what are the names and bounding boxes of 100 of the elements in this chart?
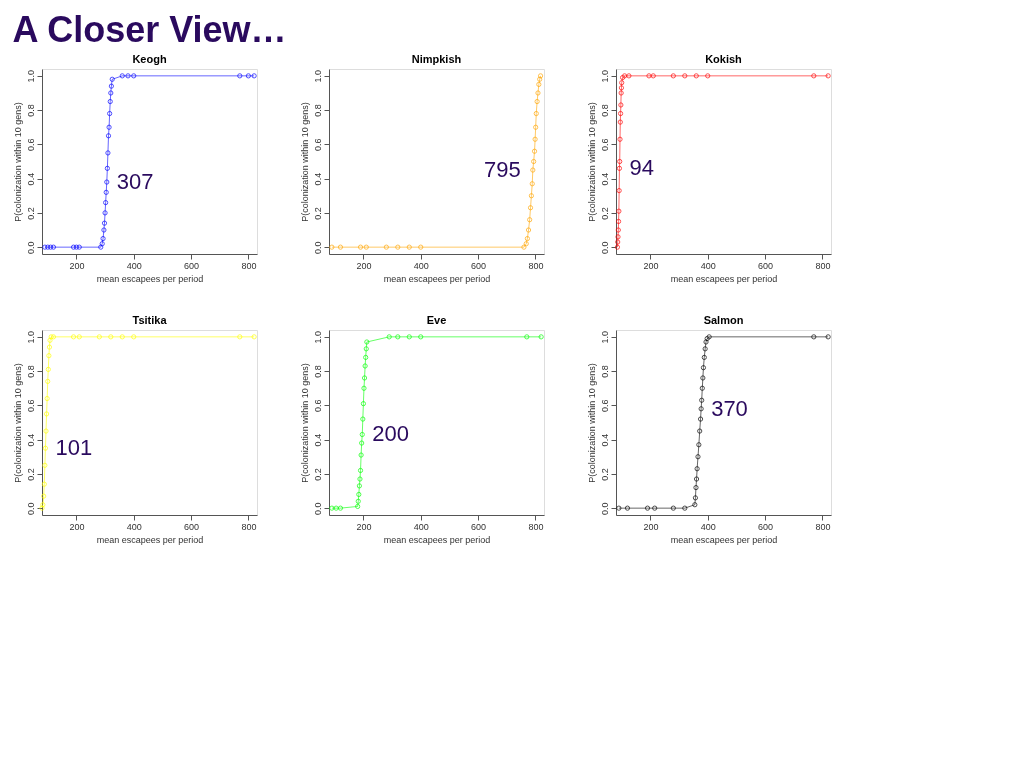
point bbox=[106, 124, 112, 130]
point bbox=[615, 234, 621, 240]
point bbox=[43, 411, 50, 417]
point bbox=[395, 334, 401, 340]
point bbox=[108, 90, 114, 96]
y-tick-label: 1.0 bbox=[312, 70, 323, 83]
point bbox=[536, 81, 542, 88]
point bbox=[531, 158, 537, 165]
x-tick-label: 200 bbox=[356, 260, 372, 271]
x-tick-label: 800 bbox=[815, 521, 831, 532]
point bbox=[702, 346, 708, 352]
point bbox=[107, 110, 113, 117]
point bbox=[125, 73, 131, 79]
x-tick-label: 400 bbox=[126, 521, 142, 532]
point bbox=[357, 467, 364, 474]
point bbox=[237, 334, 243, 340]
point bbox=[697, 416, 704, 422]
point bbox=[102, 210, 108, 216]
point bbox=[361, 385, 367, 391]
x-tick-label: 800 bbox=[528, 521, 544, 532]
x-axis-title: mean escapees per period bbox=[96, 534, 204, 545]
point bbox=[44, 395, 50, 402]
point bbox=[383, 244, 389, 250]
point bbox=[103, 199, 109, 206]
point bbox=[524, 334, 530, 340]
y-tick-label: 0.2 bbox=[25, 468, 36, 481]
point bbox=[357, 476, 363, 482]
point bbox=[523, 241, 529, 247]
y-tick-label: 0.8 bbox=[599, 104, 610, 117]
point bbox=[42, 462, 48, 468]
point bbox=[107, 98, 113, 105]
x-tick-label: 800 bbox=[241, 260, 257, 271]
point bbox=[359, 440, 365, 446]
point bbox=[617, 136, 623, 142]
y-tick-label: 0.0 bbox=[312, 241, 323, 254]
x-tick-label: 400 bbox=[413, 521, 429, 532]
point bbox=[698, 406, 704, 412]
x-axis-title: mean escapees per period bbox=[670, 534, 778, 545]
y-tick-label: 0.4 bbox=[312, 172, 323, 186]
point bbox=[617, 119, 623, 125]
chart-title: Tsitika bbox=[132, 314, 168, 326]
y-tick-label: 0.2 bbox=[25, 207, 36, 220]
point bbox=[362, 363, 368, 369]
point bbox=[363, 354, 369, 361]
point bbox=[364, 339, 370, 345]
x-tick-label: 400 bbox=[126, 260, 142, 271]
annotation: 795 bbox=[484, 157, 521, 183]
point bbox=[521, 244, 527, 250]
point bbox=[41, 481, 47, 487]
chart-title: Kokish bbox=[705, 53, 743, 65]
y-tick-label: 0.6 bbox=[25, 399, 36, 413]
x-axis-title: mean escapees per period bbox=[670, 273, 778, 284]
point bbox=[101, 227, 107, 233]
point bbox=[531, 148, 538, 154]
point bbox=[700, 365, 707, 371]
point bbox=[131, 73, 137, 79]
point bbox=[46, 344, 53, 350]
point bbox=[615, 239, 621, 245]
point bbox=[45, 378, 51, 385]
point bbox=[395, 244, 401, 250]
point bbox=[357, 244, 364, 250]
point bbox=[682, 505, 688, 511]
point bbox=[618, 90, 624, 96]
text: A Closer View… bbox=[12, 8, 287, 50]
point bbox=[76, 334, 82, 340]
point bbox=[616, 188, 622, 194]
y-tick-label: 0.2 bbox=[312, 207, 323, 220]
point bbox=[682, 73, 688, 79]
point bbox=[616, 165, 623, 171]
x-tick-label: 200 bbox=[69, 260, 85, 271]
y-tick-label: 0.8 bbox=[25, 104, 36, 117]
point bbox=[360, 416, 366, 422]
point bbox=[355, 498, 361, 504]
point bbox=[626, 73, 632, 79]
y-tick-label: 1.0 bbox=[312, 331, 323, 344]
y-tick-label: 0.4 bbox=[25, 172, 36, 186]
point bbox=[524, 235, 530, 242]
point bbox=[333, 505, 339, 511]
point bbox=[50, 334, 57, 340]
point bbox=[355, 503, 361, 510]
point bbox=[535, 90, 541, 96]
y-tick-label: 0.8 bbox=[312, 365, 323, 378]
y-tick-label: 1.0 bbox=[25, 331, 36, 344]
y-tick-label: 0.0 bbox=[312, 502, 323, 515]
y-tick-label: 0.2 bbox=[599, 207, 610, 220]
point bbox=[624, 505, 631, 511]
x-tick-label: 600 bbox=[758, 260, 774, 271]
y-axis-title: P(colonization within 10 gens) bbox=[12, 363, 23, 483]
point bbox=[617, 158, 623, 165]
point bbox=[96, 334, 102, 340]
x-tick-label: 600 bbox=[758, 521, 774, 532]
y-tick-label: 0.0 bbox=[25, 502, 36, 515]
x-tick-label: 800 bbox=[528, 260, 544, 271]
point bbox=[615, 227, 621, 233]
point bbox=[363, 244, 369, 250]
point bbox=[98, 244, 104, 250]
point bbox=[46, 353, 52, 359]
annotation: 307 bbox=[116, 169, 154, 195]
point bbox=[386, 334, 392, 340]
point bbox=[615, 218, 622, 225]
